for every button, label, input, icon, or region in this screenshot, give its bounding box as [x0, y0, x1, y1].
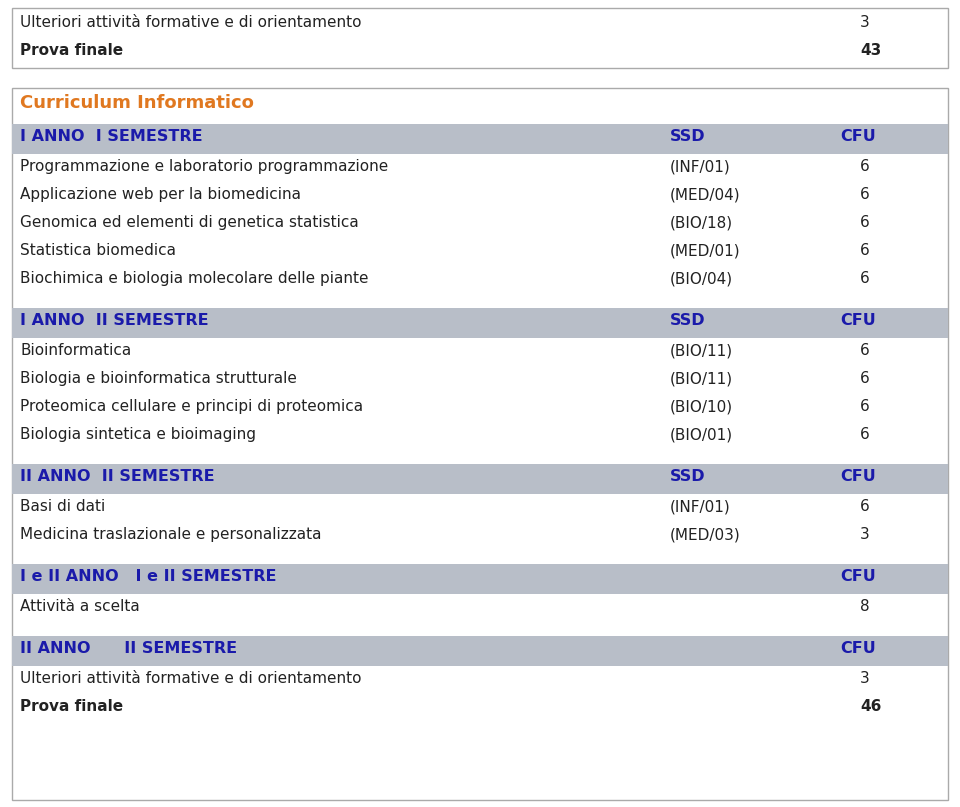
Text: (INF/01): (INF/01) — [670, 159, 731, 174]
Text: 6: 6 — [860, 499, 870, 514]
Text: Prova finale: Prova finale — [20, 699, 123, 714]
Text: CFU: CFU — [840, 569, 876, 584]
Text: 3: 3 — [860, 15, 870, 30]
Text: 3: 3 — [860, 671, 870, 686]
Text: SSD: SSD — [670, 129, 706, 144]
Text: CFU: CFU — [840, 641, 876, 656]
Text: Ulteriori attività formative e di orientamento: Ulteriori attività formative e di orient… — [20, 15, 362, 30]
Text: (INF/01): (INF/01) — [670, 499, 731, 514]
Text: Proteomica cellulare e principi di proteomica: Proteomica cellulare e principi di prote… — [20, 399, 363, 414]
Text: 6: 6 — [860, 371, 870, 386]
Text: (BIO/01): (BIO/01) — [670, 427, 733, 442]
Text: Bioinformatica: Bioinformatica — [20, 343, 132, 358]
Text: Biologia e bioinformatica strutturale: Biologia e bioinformatica strutturale — [20, 371, 297, 386]
Text: Ulteriori attività formative e di orientamento: Ulteriori attività formative e di orient… — [20, 671, 362, 686]
Text: 46: 46 — [860, 699, 881, 714]
Text: 6: 6 — [860, 271, 870, 286]
Text: 6: 6 — [860, 215, 870, 230]
Text: 6: 6 — [860, 243, 870, 258]
Text: II ANNO  II SEMESTRE: II ANNO II SEMESTRE — [20, 469, 215, 484]
Text: (BIO/18): (BIO/18) — [670, 215, 733, 230]
Text: (MED/04): (MED/04) — [670, 187, 740, 202]
Bar — [12, 8, 948, 68]
Text: 6: 6 — [860, 427, 870, 442]
Text: I e II ANNO   I e II SEMESTRE: I e II ANNO I e II SEMESTRE — [20, 569, 276, 584]
Text: Curriculum Informatico: Curriculum Informatico — [20, 94, 253, 112]
Text: 8: 8 — [860, 599, 870, 614]
Text: Medicina traslazionale e personalizzata: Medicina traslazionale e personalizzata — [20, 527, 322, 542]
Text: 6: 6 — [860, 399, 870, 414]
Text: Attività a scelta: Attività a scelta — [20, 599, 140, 614]
Text: Biochimica e biologia molecolare delle piante: Biochimica e biologia molecolare delle p… — [20, 271, 369, 286]
Text: II ANNO      II SEMESTRE: II ANNO II SEMESTRE — [20, 641, 237, 656]
Text: I ANNO  I SEMESTRE: I ANNO I SEMESTRE — [20, 129, 203, 144]
Bar — [12, 564, 948, 594]
Text: 3: 3 — [860, 527, 870, 542]
Text: CFU: CFU — [840, 313, 876, 328]
Text: Prova finale: Prova finale — [20, 43, 123, 58]
Text: 43: 43 — [860, 43, 881, 58]
Text: Statistica biomedica: Statistica biomedica — [20, 243, 176, 258]
Text: Applicazione web per la biomedicina: Applicazione web per la biomedicina — [20, 187, 301, 202]
Bar — [12, 88, 948, 800]
Text: CFU: CFU — [840, 469, 876, 484]
Text: 6: 6 — [860, 343, 870, 358]
Bar — [12, 636, 948, 666]
Text: SSD: SSD — [670, 469, 706, 484]
Text: I ANNO  II SEMESTRE: I ANNO II SEMESTRE — [20, 313, 208, 328]
Bar — [12, 124, 948, 154]
Text: 6: 6 — [860, 159, 870, 174]
Bar — [12, 308, 948, 338]
Text: Basi di dati: Basi di dati — [20, 499, 106, 514]
Text: (BIO/11): (BIO/11) — [670, 343, 733, 358]
Text: (BIO/11): (BIO/11) — [670, 371, 733, 386]
Text: (MED/01): (MED/01) — [670, 243, 740, 258]
Text: (MED/03): (MED/03) — [670, 527, 741, 542]
Text: (BIO/10): (BIO/10) — [670, 399, 733, 414]
Bar — [12, 464, 948, 494]
Text: Biologia sintetica e bioimaging: Biologia sintetica e bioimaging — [20, 427, 256, 442]
Text: 6: 6 — [860, 187, 870, 202]
Text: Programmazione e laboratorio programmazione: Programmazione e laboratorio programmazi… — [20, 159, 388, 174]
Text: SSD: SSD — [670, 313, 706, 328]
Text: CFU: CFU — [840, 129, 876, 144]
Text: Genomica ed elementi di genetica statistica: Genomica ed elementi di genetica statist… — [20, 215, 359, 230]
Text: (BIO/04): (BIO/04) — [670, 271, 733, 286]
